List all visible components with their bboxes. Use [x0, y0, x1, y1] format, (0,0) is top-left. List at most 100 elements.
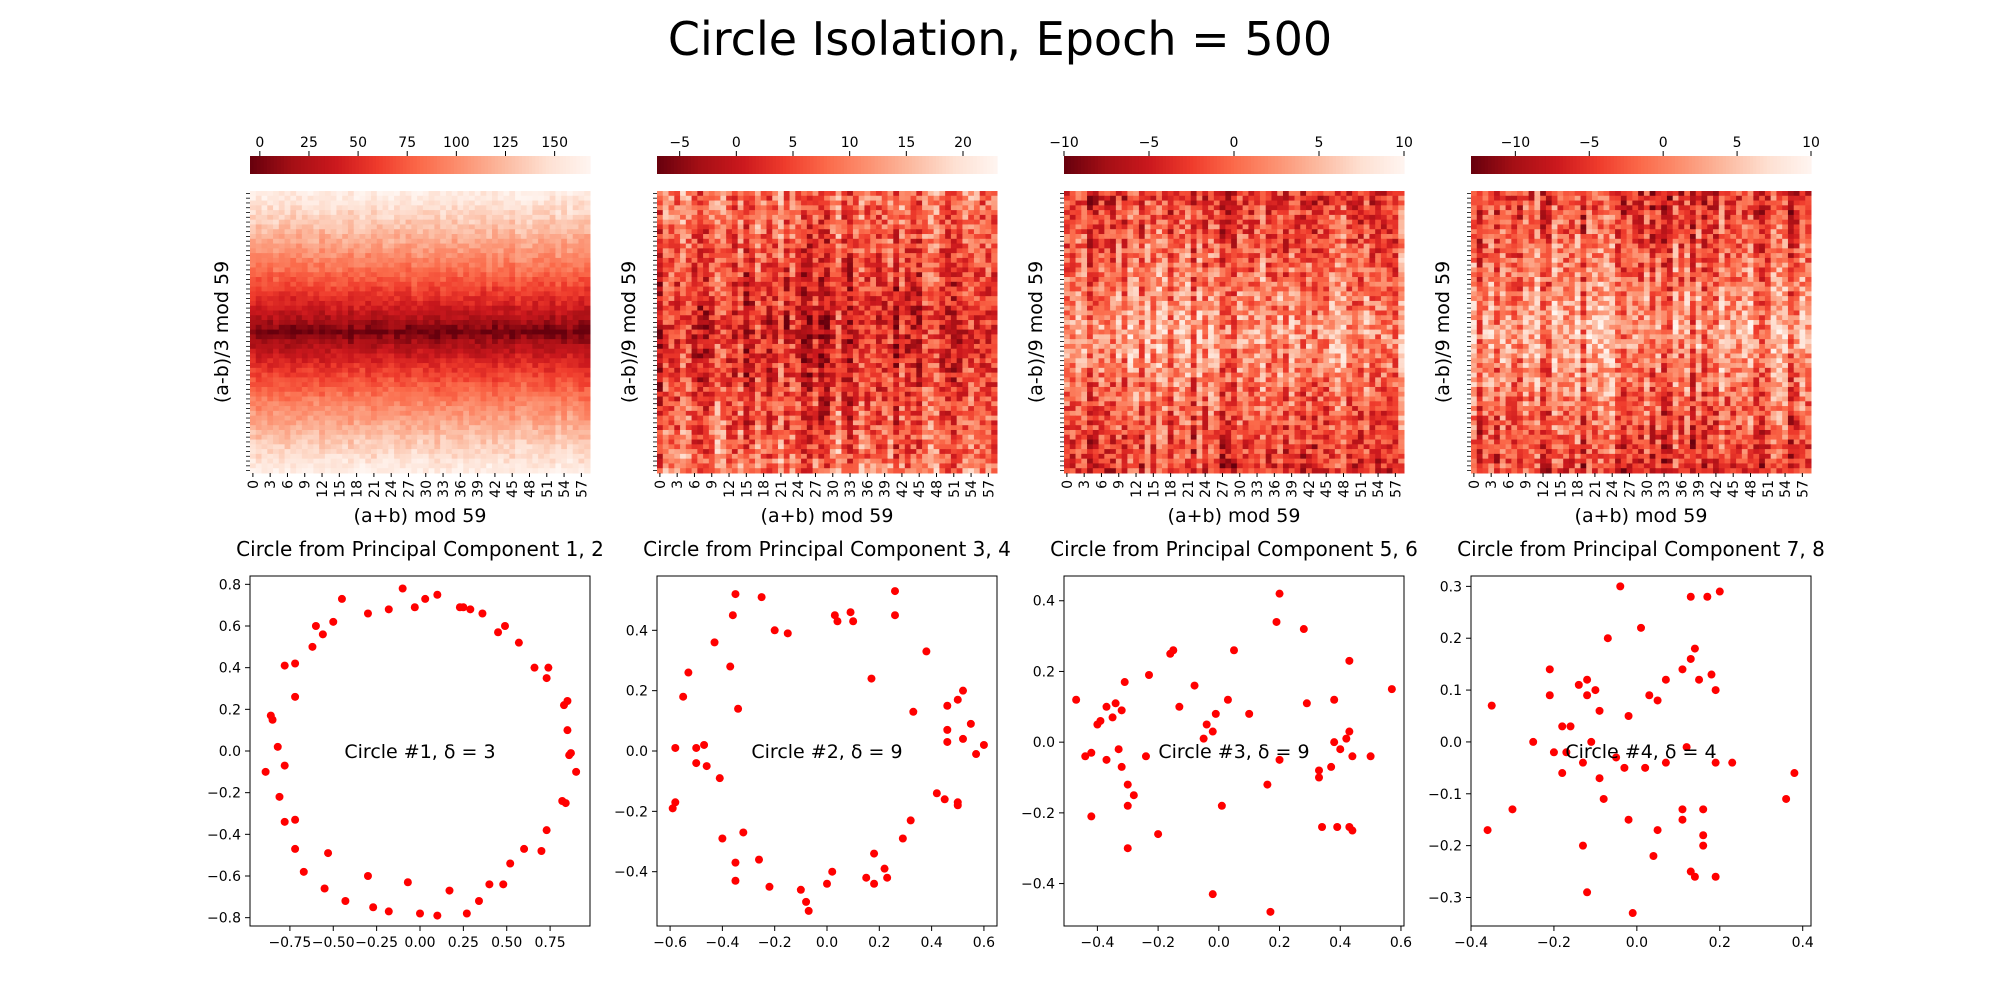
heatmap-cell	[532, 334, 538, 339]
heatmap-cell	[302, 334, 308, 339]
heatmap-cell	[411, 406, 417, 411]
heatmap-cell	[561, 444, 567, 449]
heatmap-cell	[285, 459, 291, 464]
heatmap-cell	[273, 406, 279, 411]
heatmap-cell	[527, 358, 533, 363]
heatmap-cell	[394, 363, 400, 368]
heatmap-cell	[446, 296, 452, 301]
heatmap-cell	[256, 382, 262, 387]
heatmap-cell	[555, 282, 561, 287]
heatmap-cell	[267, 358, 273, 363]
heatmap-cell	[573, 224, 579, 229]
heatmap-cell	[371, 296, 377, 301]
heatmap-cell	[515, 425, 521, 430]
heatmap-cell	[538, 320, 544, 325]
heatmap-cell	[772, 239, 778, 244]
heatmap-cell	[388, 411, 394, 416]
heatmap-cell	[250, 210, 256, 215]
heatmap-cell	[911, 248, 917, 253]
heatmap-cell	[578, 449, 584, 454]
heatmap-cell	[325, 373, 331, 378]
heatmap-cell	[962, 263, 968, 268]
heatmap-cell	[509, 287, 515, 292]
heatmap-cell	[325, 306, 331, 311]
heatmap-cell	[331, 229, 337, 234]
heatmap-cell	[922, 220, 928, 225]
heatmap-cell	[486, 416, 492, 421]
heatmap-cell	[296, 392, 302, 397]
heatmap-cell	[290, 263, 296, 268]
heatmap-cell	[561, 387, 567, 392]
heatmap-cell	[446, 248, 452, 253]
heatmap-cell	[463, 330, 469, 335]
heatmap-cell	[440, 382, 446, 387]
heatmap-cell	[584, 234, 590, 239]
heatmap-cell	[423, 377, 429, 382]
heatmap-cell	[296, 368, 302, 373]
heatmap-cell	[527, 220, 533, 225]
heatmap-cell	[527, 416, 533, 421]
heatmap-cell	[417, 306, 423, 311]
heatmap-cell	[319, 382, 325, 387]
heatmap-cell	[440, 387, 446, 392]
heatmap-cell	[726, 244, 732, 249]
heatmap-cell	[686, 210, 692, 215]
heatmap-cell	[544, 339, 550, 344]
heatmap-cell	[853, 253, 859, 258]
heatmap-cell	[411, 267, 417, 272]
heatmap-cell	[928, 263, 934, 268]
heatmap-cell	[336, 263, 342, 268]
heatmap-cell	[325, 435, 331, 440]
heatmap-cell	[290, 220, 296, 225]
heatmap-cell	[348, 425, 354, 430]
heatmap-cell	[365, 234, 371, 239]
heatmap-cell	[521, 220, 527, 225]
heatmap-cell	[475, 377, 481, 382]
heatmap-cell	[313, 392, 319, 397]
heatmap-cell	[515, 215, 521, 220]
heatmap-cell	[481, 191, 487, 196]
heatmap-cell	[377, 406, 383, 411]
heatmap-cell	[795, 229, 801, 234]
heatmap-cell	[336, 363, 342, 368]
heatmap-cell	[371, 344, 377, 349]
heatmap-cell	[342, 315, 348, 320]
heatmap-cell	[980, 201, 986, 206]
heatmap-cell	[296, 449, 302, 454]
heatmap-cell	[870, 244, 876, 249]
heatmap-cell	[256, 358, 262, 363]
heatmap-cell	[945, 272, 951, 277]
heatmap-cell	[922, 224, 928, 229]
heatmap-cell	[446, 358, 452, 363]
heatmap-cell	[962, 234, 968, 239]
heatmap-cell	[674, 244, 680, 249]
heatmap-cell	[715, 201, 721, 206]
heatmap-cell	[434, 244, 440, 249]
heatmap-cell	[429, 239, 435, 244]
heatmap-cell	[561, 368, 567, 373]
heatmap-cell	[429, 354, 435, 359]
heatmap-cell	[492, 210, 498, 215]
heatmap-cell	[882, 205, 888, 210]
heatmap-cell	[755, 205, 761, 210]
heatmap-cell	[336, 430, 342, 435]
heatmap-cell	[446, 196, 452, 201]
heatmap-cell	[388, 220, 394, 225]
heatmap-cell	[515, 444, 521, 449]
heatmap-cell	[313, 229, 319, 234]
heatmap-cell	[256, 201, 262, 206]
heatmap-cell	[544, 277, 550, 282]
heatmap-cell	[957, 253, 963, 258]
heatmap-cell	[394, 330, 400, 335]
heatmap-cell	[469, 244, 475, 249]
heatmap-cell	[423, 468, 429, 473]
heatmap-cell	[515, 248, 521, 253]
heatmap-cell	[486, 263, 492, 268]
heatmap-cell	[446, 234, 452, 239]
heatmap-cell	[532, 358, 538, 363]
heatmap-cell	[290, 377, 296, 382]
heatmap-cell	[457, 315, 463, 320]
heatmap-cell	[457, 191, 463, 196]
heatmap-cell	[481, 301, 487, 306]
heatmap-cell	[394, 392, 400, 397]
